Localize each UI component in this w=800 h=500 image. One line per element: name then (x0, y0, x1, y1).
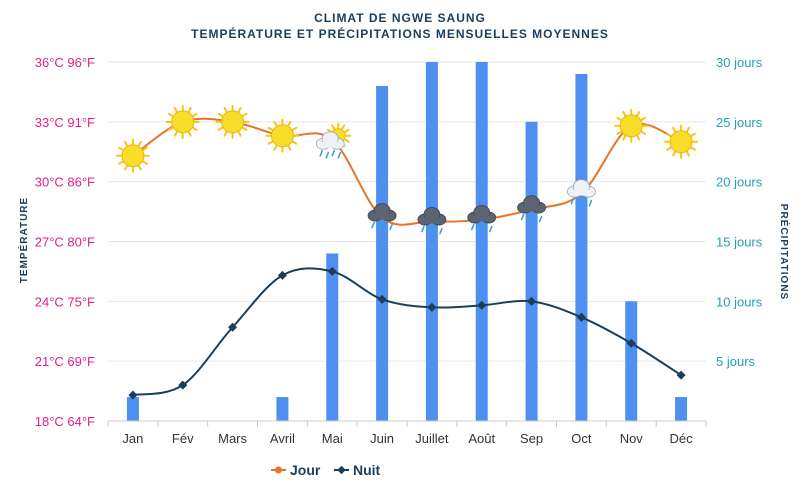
legend: Jour Nuit (271, 462, 381, 478)
precipitation-bar (675, 397, 688, 421)
night-point (527, 296, 537, 306)
night-series (128, 266, 686, 400)
precipitation-bar (276, 397, 289, 421)
precipitation-bar (525, 121, 538, 421)
x-tick-label: Sep (520, 431, 543, 446)
storm-cloud-icon (367, 203, 397, 231)
y-right-tick-label: 10 jours (716, 294, 763, 309)
night-point (576, 312, 586, 322)
rain-cloud-icon (567, 179, 596, 207)
x-tick-label: Jan (122, 431, 143, 446)
legend-item-night[interactable]: Nuit (334, 462, 381, 478)
y-left-tick-label: 30°C 86°F (35, 175, 95, 190)
precipitation-bar (326, 253, 339, 421)
y-axis-left: 36°C 96°F 33°C 91°F 30°C 86°F 27°C 80°F 24°C… (35, 55, 95, 429)
night-point (128, 390, 138, 400)
y-axis-left-title: TEMPÉRATURE (17, 197, 30, 283)
x-tick-label: Mars (218, 431, 247, 446)
night-line (132, 267, 682, 397)
sun-icon (115, 138, 150, 173)
y-right-tick-label: 20 jours (716, 175, 763, 190)
x-tick-label: Avril (270, 431, 295, 446)
storm-cloud-icon (517, 195, 546, 223)
axis-titles: TEMPÉRATURE PRÉCIPITATIONS (17, 197, 791, 300)
sun-icon (165, 104, 200, 139)
y-left-tick-label: 36°C 96°F (35, 55, 95, 70)
sun-icon (215, 104, 250, 139)
precipitation-bar (625, 301, 638, 421)
sun-icon (664, 124, 699, 159)
night-point (676, 370, 686, 380)
y-axis-right-title: PRÉCIPITATIONS (778, 204, 791, 300)
chart-title: CLIMAT DE NGWE SAUNG TEMPÉRATURE ET PRÉC… (191, 11, 609, 41)
y-left-tick-label: 18°C 64°F (35, 414, 95, 429)
y-left-tick-label: 27°C 80°F (35, 235, 95, 250)
day-series (115, 104, 699, 235)
precipitation-bar (376, 85, 389, 421)
night-point (277, 270, 287, 280)
precipitation-bar (425, 62, 438, 421)
legend-item-day[interactable]: Jour (271, 462, 321, 478)
storm-cloud-icon (417, 207, 447, 235)
precipitation-bar (126, 397, 139, 421)
y-right-tick-label: 30 jours (716, 55, 763, 70)
grid-lines (108, 61, 706, 422)
precipitation-bar (575, 73, 588, 421)
y-axis-right: 30 jours 25 jours 20 jours 15 jours 10 jours… (716, 55, 763, 369)
x-tick-label: Août (468, 431, 495, 446)
day-line (132, 117, 682, 226)
night-point (178, 380, 188, 390)
x-tick-label: Déc (670, 431, 694, 446)
y-left-tick-label: 21°C 69°F (35, 354, 95, 369)
night-point (228, 322, 238, 332)
x-tick-label: Nov (620, 431, 644, 446)
y-right-tick-label: 5 jours (716, 354, 756, 369)
legend-night-marker (337, 465, 346, 475)
chart-title-text: CLIMAT DE NGWE SAUNG (314, 11, 486, 25)
precipitation-bar (475, 62, 488, 421)
x-tick-label: Juin (370, 431, 394, 446)
legend-day-marker (275, 466, 282, 474)
legend-day-label: Jour (290, 462, 321, 478)
chart-subtitle-text: TEMPÉRATURE ET PRÉCIPITATIONS MENSUELLES… (191, 26, 609, 41)
y-left-tick-label: 24°C 75°F (35, 294, 95, 309)
y-left-tick-label: 33°C 91°F (35, 115, 95, 130)
x-tick-label: Oct (571, 431, 592, 446)
partly-cloudy-rain-icon (315, 122, 352, 159)
x-tick-label: Fév (172, 431, 194, 446)
legend-night-label: Nuit (353, 462, 381, 478)
storm-cloud-icon (467, 205, 497, 233)
y-right-tick-label: 15 jours (716, 235, 763, 250)
sun-icon (614, 108, 649, 143)
x-axis: Jan Fév Mars Avril Mai Juin Juillet Août Sep Oct N… (107, 420, 707, 446)
x-tick-label: Mai (322, 431, 343, 446)
x-tick-label: Juillet (415, 431, 449, 446)
y-right-tick-label: 25 jours (716, 115, 763, 130)
sun-icon (265, 118, 300, 153)
